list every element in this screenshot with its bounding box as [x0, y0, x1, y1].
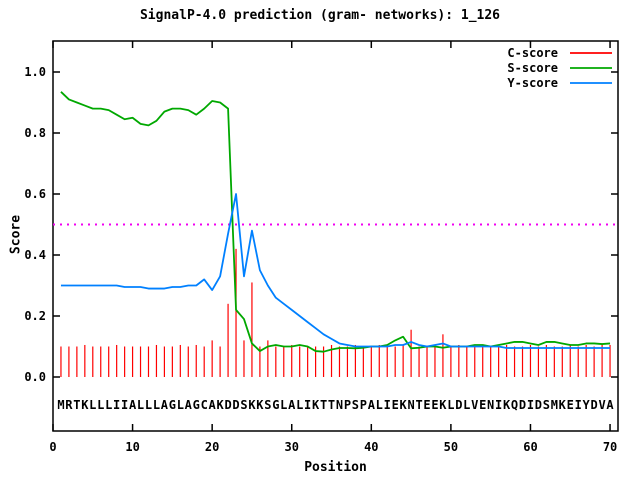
sequence-letter: A	[209, 398, 217, 412]
sequence-letter: I	[495, 398, 502, 412]
y-tick-label: 0.4	[24, 248, 46, 262]
legend-label: C-score	[507, 46, 558, 60]
sequence-letter: V	[598, 398, 605, 412]
s-score-line	[60, 91, 611, 353]
sequence-letter: P	[344, 398, 351, 412]
sequence-letter: R	[65, 398, 73, 412]
sequence-letter: L	[137, 398, 144, 412]
sequence-letter: D	[535, 398, 542, 412]
sequence-letter: D	[591, 398, 598, 412]
sequence-letter: G	[193, 398, 200, 412]
sequence-letter: L	[296, 398, 303, 412]
x-axis-label: Position	[304, 460, 367, 475]
sequence-letter: L	[89, 398, 96, 412]
legend-label: Y-score	[507, 76, 558, 90]
sequence-letter: K	[256, 398, 264, 412]
sequence-letter: N	[336, 398, 343, 412]
sequence-letter: S	[240, 398, 247, 412]
y-tick-label: 0.6	[24, 187, 46, 201]
sequence-letter: K	[312, 398, 320, 412]
sequence-letter: T	[320, 398, 327, 412]
sequence-letter: I	[121, 398, 128, 412]
sequence-letter: E	[479, 398, 486, 412]
sequence-letter: A	[368, 398, 376, 412]
legend-label: S-score	[507, 61, 558, 75]
sequence-letter: Y	[583, 398, 591, 412]
sequence-letter: K	[216, 398, 224, 412]
sequence-letter: I	[113, 398, 120, 412]
sequence-letter: G	[272, 398, 279, 412]
y-tick-label: 0.2	[24, 309, 46, 323]
sequence-letter: V	[471, 398, 478, 412]
sequence-letter: K	[503, 398, 511, 412]
sequence-letter: S	[264, 398, 271, 412]
sequence-letter: L	[153, 398, 160, 412]
x-tick-label: 70	[603, 440, 617, 454]
sequence-letter: I	[384, 398, 391, 412]
sequence-letter: D	[455, 398, 462, 412]
sequence-letter: A	[288, 398, 296, 412]
sequence-letter: L	[105, 398, 112, 412]
sequence-letter: D	[519, 398, 526, 412]
sequence-letter: L	[463, 398, 470, 412]
sequence-letter: K	[400, 398, 408, 412]
sequence-letter: G	[169, 398, 176, 412]
sequence-letter: K	[559, 398, 567, 412]
sequence-letter: L	[376, 398, 383, 412]
sequence-letter: S	[543, 398, 550, 412]
sequence-letter: A	[161, 398, 169, 412]
sequence-letter: I	[527, 398, 534, 412]
sequence-letter: E	[431, 398, 438, 412]
sequence-letter: T	[328, 398, 335, 412]
sequence-letter: T	[415, 398, 422, 412]
x-tick-label: 10	[125, 440, 139, 454]
sequence-letter: T	[73, 398, 80, 412]
y-tick-label: 0.0	[24, 370, 46, 384]
sequence-letter: L	[97, 398, 104, 412]
sequence-letter: A	[606, 398, 614, 412]
sequence-letter: K	[81, 398, 89, 412]
sequence-letter: L	[145, 398, 152, 412]
x-tick-label: 50	[444, 440, 458, 454]
sequence-letter: E	[423, 398, 430, 412]
y-score-line	[60, 193, 611, 349]
x-tick-label: 40	[364, 440, 378, 454]
sequence-letter: L	[177, 398, 184, 412]
sequence-letter: C	[201, 398, 208, 412]
plot-frame	[52, 40, 619, 432]
x-tick-label: 30	[285, 440, 299, 454]
sequence-letter: L	[280, 398, 287, 412]
sequence-letter: Q	[511, 398, 518, 412]
sequence-letter: I	[575, 398, 582, 412]
sequence-letter: N	[407, 398, 414, 412]
x-tick-label: 60	[523, 440, 537, 454]
sequence-letter: E	[567, 398, 574, 412]
sequence-letter: N	[487, 398, 494, 412]
chart-title: SignalP-4.0 prediction (gram- networks):…	[139, 8, 501, 23]
sequence-letter: A	[185, 398, 193, 412]
sequence-letter: A	[129, 398, 137, 412]
y-tick-label: 1.0	[24, 65, 46, 79]
sequence-letter: I	[304, 398, 311, 412]
sequence-letter: M	[551, 398, 558, 412]
sequence-letter: E	[392, 398, 399, 412]
sequence-letter: P	[360, 398, 367, 412]
x-tick-label: 20	[205, 440, 219, 454]
sequence-letter: K	[248, 398, 256, 412]
sequence-letter: K	[439, 398, 447, 412]
sequence-letter: D	[232, 398, 239, 412]
sequence-letter: M	[57, 398, 64, 412]
sequence-letter: D	[224, 398, 231, 412]
y-tick-label: 0.8	[24, 126, 46, 140]
x-tick-label: 0	[49, 440, 56, 454]
sequence-letter: L	[447, 398, 454, 412]
sequence-letter: S	[352, 398, 359, 412]
